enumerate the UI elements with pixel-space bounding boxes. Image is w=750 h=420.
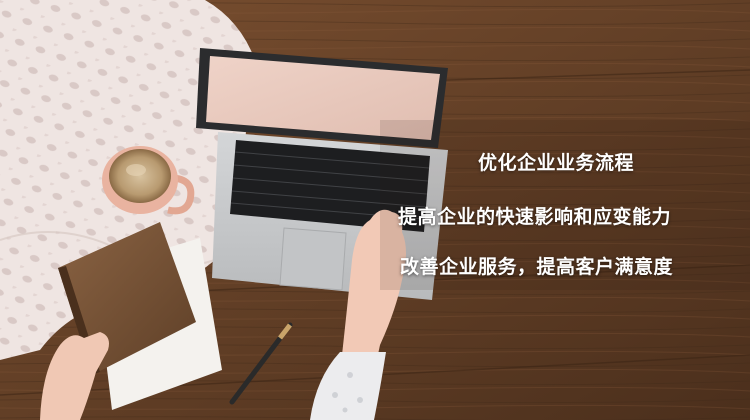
coffee-cup (102, 146, 195, 215)
laptop-screen (206, 56, 440, 140)
right-hand (310, 209, 406, 420)
pen (229, 322, 293, 405)
trackpad (279, 227, 347, 291)
left-hand (40, 332, 109, 420)
